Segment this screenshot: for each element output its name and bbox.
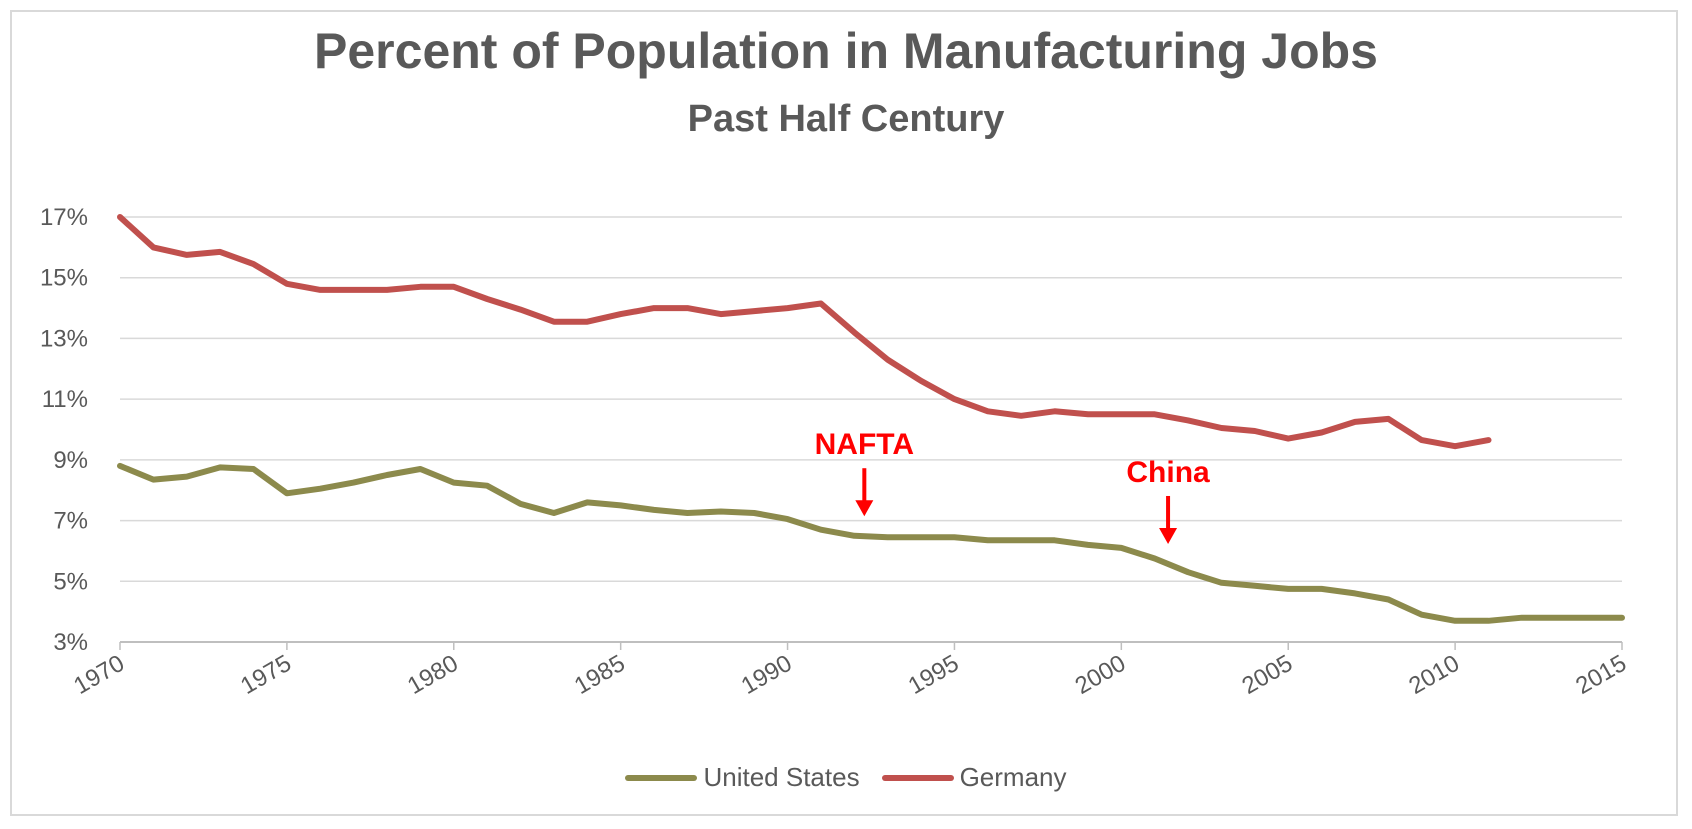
y-axis-ticks: 3% 5% 7% 9% 11% 13% 15% 17% — [40, 204, 88, 656]
x-tick-label: 1975 — [236, 650, 296, 700]
x-tick-label: 1980 — [403, 650, 463, 700]
y-tick-label: 15% — [40, 265, 88, 292]
y-tick-label: 11% — [42, 386, 88, 413]
annotation-arrow-head-china — [1159, 527, 1178, 544]
y-tick-label: 13% — [40, 325, 88, 352]
legend-swatch-germany — [881, 774, 954, 781]
x-tick-label: 2015 — [1571, 650, 1631, 700]
x-tick-label: 1995 — [904, 650, 964, 700]
legend-swatch-united-states — [625, 774, 698, 781]
legend-label-united-states: United States — [703, 762, 860, 792]
series-line-united-states — [117, 462, 1625, 624]
y-tick-label: 3% — [53, 629, 88, 656]
annotations: NAFTA China — [815, 428, 1210, 544]
y-tick-label: 9% — [53, 447, 88, 474]
x-tick-label: 2010 — [1404, 650, 1464, 700]
chart-subtitle: Past Half Century — [687, 98, 1005, 140]
legend-label-germany: Germany — [959, 762, 1067, 792]
chart-title: Percent of Population in Manufacturing J… — [314, 23, 1378, 79]
annotation-china: China — [1126, 456, 1210, 489]
gridlines — [120, 216, 1622, 643]
annotation-arrow-head-nafta — [855, 500, 874, 517]
annotation-nafta: NAFTA — [815, 428, 914, 461]
x-tick-label: 2005 — [1237, 650, 1297, 700]
series-line-germany — [117, 214, 1492, 450]
x-axis-ticks: 1970 1975 1980 1985 1990 1995 2000 2005 2010 2015 — [69, 642, 1631, 700]
legend-item-united-states: United States — [625, 762, 860, 793]
x-tick-label: 2000 — [1071, 650, 1131, 700]
legend-item-germany: Germany — [881, 762, 1067, 793]
y-tick-label: 7% — [53, 508, 88, 535]
y-tick-label: 17% — [40, 204, 88, 231]
y-tick-label: 5% — [53, 568, 88, 595]
chart-frame — [10, 10, 1678, 816]
x-tick-label: 1970 — [69, 650, 129, 700]
x-tick-label: 1985 — [570, 650, 630, 700]
x-tick-label: 1990 — [737, 650, 797, 700]
legend: United States Germany — [0, 762, 1692, 793]
series-lines — [117, 214, 1625, 624]
